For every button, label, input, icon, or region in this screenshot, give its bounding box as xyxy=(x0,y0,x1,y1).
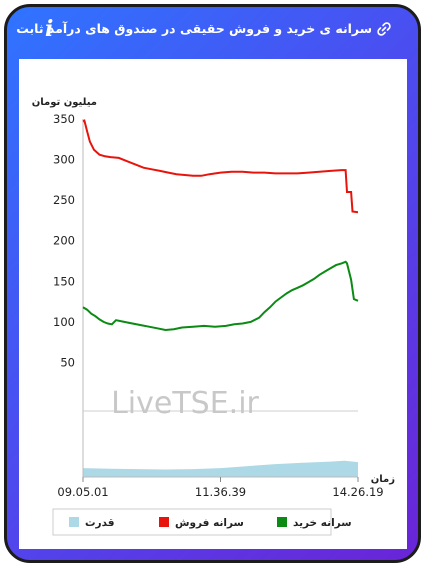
legend-label: قدرت xyxy=(85,517,115,529)
y-tick-label: 50 xyxy=(60,355,75,369)
y-tick-label: 350 xyxy=(53,112,75,126)
legend-label: سرانه خرید xyxy=(293,517,352,529)
power-area xyxy=(83,460,358,477)
chart-svg: 50 100 150 200 250 300 350 میلیون تومان LiveTS… xyxy=(32,97,395,536)
card-header: سرانه ی خرید و فروش حقیقی در صندوق های د… xyxy=(7,7,418,55)
x-tick-label: 11.36.39 xyxy=(195,485,246,499)
legend-swatch xyxy=(159,517,169,527)
legend-swatch xyxy=(69,517,79,527)
legend: سرانه خرید سرانه فروش قدرت xyxy=(52,508,352,536)
power-area-layer xyxy=(83,460,358,477)
x-tick-label: 09.05.01 xyxy=(57,485,108,499)
buy-per-capita-line xyxy=(82,260,359,332)
y-tick-label: 150 xyxy=(53,274,75,288)
watermark: LiveTSE.ir xyxy=(111,386,259,421)
sell-per-capita-line xyxy=(82,119,359,214)
chart-card: سرانه ی خرید و فروش حقیقی در صندوق های د… xyxy=(4,4,421,563)
y-axis-label: میلیون تومان xyxy=(32,97,97,108)
x-tick-label: 14.26.19 xyxy=(332,485,383,499)
legend-label: سرانه فروش xyxy=(175,517,244,529)
chart-title: سرانه ی خرید و فروش حقیقی در صندوق های د… xyxy=(16,21,372,36)
y-tick-label: 250 xyxy=(53,193,75,207)
y-tick-label: 200 xyxy=(53,234,75,248)
link-icon[interactable] xyxy=(376,21,392,37)
x-axis-ticks: 09.05.01 11.36.39 14.26.19 xyxy=(57,477,384,499)
legend-swatch xyxy=(277,517,287,527)
y-tick-label: 100 xyxy=(53,315,75,329)
x-axis-label: زمان xyxy=(371,474,395,485)
info-icon[interactable]: i xyxy=(45,16,54,42)
chart-panel: 50 100 150 200 250 300 350 میلیون تومان LiveTS… xyxy=(19,59,407,549)
y-tick-label: 300 xyxy=(53,153,75,167)
y-axis-ticks: 50 100 150 200 250 300 350 xyxy=(53,112,75,369)
